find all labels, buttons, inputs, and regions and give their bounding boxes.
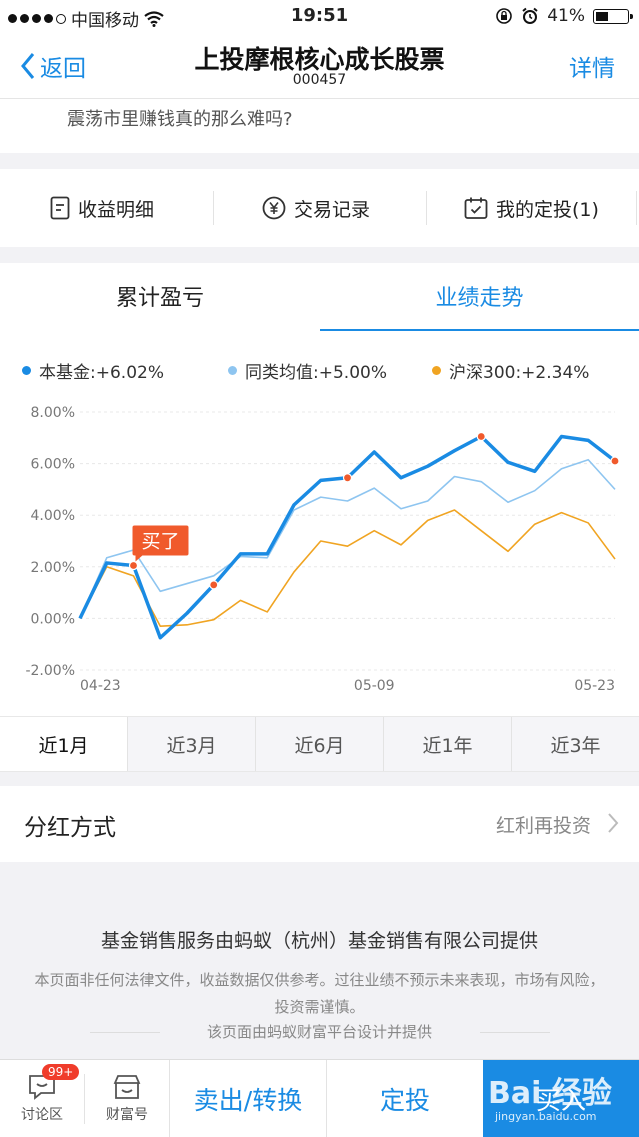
legend-fund: 本基金:+6.02% xyxy=(22,358,164,383)
legend-hs300-swatch xyxy=(432,366,441,375)
y-tick-label: 8.00% xyxy=(31,405,75,421)
bottom-action-bar: 讨论区 99+ 财富号 卖出/转换 定投 买入 Bai 经验 jingyan.b… xyxy=(0,1059,639,1137)
chart-tabs: 累计盈亏 业绩走势 xyxy=(0,263,639,332)
period-3m[interactable]: 近3月 xyxy=(128,717,256,771)
buy-button[interactable]: 买入 xyxy=(483,1060,639,1137)
fixed-investment-button[interactable]: 定投 xyxy=(379,1085,430,1115)
x-tick-label: 04-23 xyxy=(80,678,121,694)
performance-chart: 本基金:+6.02% 同类均值:+5.00% 沪深300:+2.34% 8.00… xyxy=(0,331,639,716)
trade-marker xyxy=(476,431,486,442)
period-1m[interactable]: 近1月 xyxy=(0,717,128,771)
risk-disclaimer-text: 本页面非任何法律文件，收益数据仅供参考。过往业绩不预示未来表现，市场有风险，投资… xyxy=(34,971,605,1016)
buy-annotation-box xyxy=(132,525,189,556)
dividend-method-row[interactable]: 分红方式 红利再投资 xyxy=(0,786,639,862)
carrier-label: 中国移动 xyxy=(71,11,139,31)
document-icon xyxy=(50,196,70,220)
transaction-records-button[interactable]: 交易记录 xyxy=(262,169,370,247)
legend-fund-swatch xyxy=(22,366,31,375)
y-tick-label: 2.00% xyxy=(31,560,75,576)
news-item[interactable]: 震荡市里赚钱真的那么难吗? xyxy=(0,99,639,153)
dividend-method-label: 分红方式 xyxy=(24,815,116,841)
my-fixed-investment-button[interactable]: 我的定投(1) xyxy=(464,169,599,247)
earnings-detail-label: 收益明细 xyxy=(78,198,155,221)
yen-icon xyxy=(262,196,286,220)
trade-marker xyxy=(610,456,620,466)
battery-percent: 41% xyxy=(547,6,585,26)
sales-provider-text: 基金销售服务由蚂蚁（杭州）基金销售有限公司提供 xyxy=(100,930,538,952)
page-title: 上投摩根核心成长股票 xyxy=(194,45,445,74)
period-3y[interactable]: 近3年 xyxy=(550,734,601,757)
active-tab-indicator xyxy=(320,329,639,332)
back-button[interactable]: 返回 xyxy=(20,49,86,83)
clock: 19:51 xyxy=(290,5,349,26)
platform-credit: 该页面由蚂蚁财富平台设计并提供 xyxy=(0,1017,639,1047)
transaction-records-label: 交易记录 xyxy=(294,198,371,221)
legend-peer-label: 同类均值:+5.00% xyxy=(245,363,387,383)
disclaimer: 基金销售服务由蚂蚁（杭州）基金销售有限公司提供 本页面非任何法律文件，收益数据仅… xyxy=(0,926,639,1021)
tab-cumulative-pnl[interactable]: 累计盈亏 xyxy=(115,286,204,311)
action-row: 收益明细 交易记录 我的定投(1) xyxy=(0,169,639,247)
y-tick-label: -2.00% xyxy=(25,663,75,679)
platform-credit-text: 该页面由蚂蚁财富平台设计并提供 xyxy=(206,1023,432,1041)
buy-annotation-pointer xyxy=(135,554,144,562)
back-label: 返回 xyxy=(40,56,86,82)
storefront-icon xyxy=(113,1074,141,1099)
chevron-right-icon xyxy=(608,813,619,833)
watermark: Bai 经验 xyxy=(488,1076,612,1111)
legend-peer-average: 同类均值:+5.00% xyxy=(228,358,387,383)
signal-icon xyxy=(8,13,66,24)
wealth-account-button[interactable]: 财富号 xyxy=(85,1060,169,1137)
legend-hs300-label: 沪深300:+2.34% xyxy=(449,363,590,383)
status-bar: 中国移动 19:51 41% xyxy=(0,0,639,34)
wealth-account-label: 财富号 xyxy=(106,1106,148,1123)
discussion-button[interactable]: 讨论区 99+ xyxy=(0,1060,84,1137)
series-line-2 xyxy=(79,509,616,627)
trade-marker xyxy=(128,560,139,571)
watermark-url: jingyan.baidu.com xyxy=(495,1110,597,1123)
line-chart[interactable]: 8.00% 6.00% 4.00% 2.00% 0.00% -2.00% 04-23 05-0… xyxy=(0,331,639,716)
divider xyxy=(90,1032,160,1033)
nav-bar: 返回 上投摩根核心成长股票 000457 详情 xyxy=(0,34,639,99)
x-tick-label: 05-09 xyxy=(354,678,395,694)
y-tick-label: 0.00% xyxy=(31,611,75,627)
buy-label: 买入 xyxy=(535,1085,586,1115)
fund-code: 000457 xyxy=(292,72,347,88)
period-selector: 近1月 近3月 近6月 近1年 近3年 xyxy=(0,716,639,772)
calendar-icon xyxy=(464,197,488,219)
divider xyxy=(480,1032,550,1033)
legend-hs300: 沪深300:+2.34% xyxy=(432,358,589,383)
tab-performance-trend[interactable]: 业绩走势 xyxy=(435,286,524,311)
dividend-method-value: 红利再投资 xyxy=(495,815,591,837)
trade-marker xyxy=(209,580,219,590)
chevron-left-icon xyxy=(21,53,35,79)
sell-convert-button[interactable]: 卖出/转换 xyxy=(193,1085,303,1115)
period-6m[interactable]: 近6月 xyxy=(256,717,384,771)
y-tick-label: 6.00% xyxy=(31,457,75,473)
wifi-icon xyxy=(144,10,164,27)
rotation-lock-icon xyxy=(496,8,513,24)
period-1y[interactable]: 近1年 xyxy=(384,717,512,771)
earnings-detail-button[interactable]: 收益明细 xyxy=(50,169,154,247)
legend-fund-label: 本基金:+6.02% xyxy=(39,363,164,383)
discussion-label: 讨论区 xyxy=(21,1106,63,1123)
notification-badge: 99+ xyxy=(42,1064,80,1080)
alarm-icon xyxy=(522,7,538,24)
trade-marker xyxy=(342,473,353,483)
legend-peer-swatch xyxy=(228,366,237,375)
series-line-1 xyxy=(79,458,616,619)
y-tick-label: 4.00% xyxy=(31,508,75,524)
details-button[interactable]: 详情 xyxy=(569,56,615,82)
buy-annotation-label: 买了 xyxy=(141,531,179,553)
x-tick-label: 05-23 xyxy=(574,678,615,694)
my-fixed-investment-label: 我的定投(1) xyxy=(496,198,599,221)
battery-icon xyxy=(593,8,633,24)
news-text: 震荡市里赚钱真的那么难吗? xyxy=(67,109,293,130)
